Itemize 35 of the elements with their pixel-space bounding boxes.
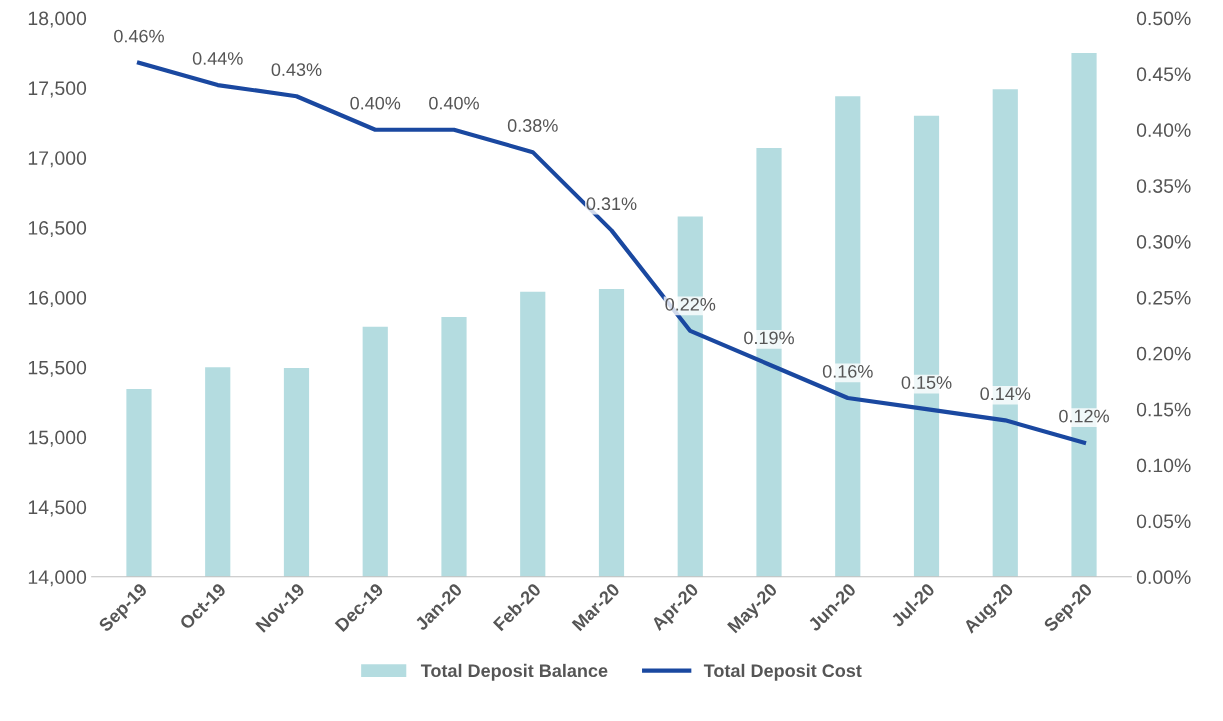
legend-label: Total Deposit Balance: [420, 663, 608, 681]
y2-tick-label: 0.35%: [1136, 179, 1191, 193]
y2-tick-label: 0.20%: [1136, 346, 1191, 361]
data-label: 0.15%: [901, 376, 952, 389]
y2-tick-label: 0.00%: [1136, 570, 1191, 585]
data-label: 0.12%: [1059, 409, 1109, 423]
y-tick-label: 17,500: [28, 81, 87, 98]
data-label: 0.43%: [271, 63, 322, 77]
data-label: 0.16%: [822, 364, 873, 378]
y-tick-label: 16,000: [28, 290, 87, 307]
y2-tick-label: 0.45%: [1136, 67, 1191, 82]
data-label: 0.14%: [980, 387, 1031, 401]
data-label: 0.40%: [350, 96, 401, 110]
y-tick-label: 14,500: [28, 500, 87, 517]
data-label: 0.19%: [744, 331, 794, 345]
y-tick-label: 15,500: [28, 360, 87, 377]
y2-tick-label: 0.30%: [1136, 235, 1191, 249]
data-label: 0.40%: [429, 96, 479, 110]
y-tick-label: 14,000: [28, 570, 87, 587]
y2-tick-label: 0.15%: [1136, 402, 1191, 417]
data-label: 0.38%: [507, 119, 558, 132]
y-tick-label: 18,000: [28, 11, 87, 28]
data-label: 0.46%: [114, 29, 164, 43]
y2-tick-label: 0.40%: [1136, 123, 1191, 138]
y2-tick-label: 0.25%: [1136, 290, 1191, 305]
data-label: 0.31%: [586, 197, 637, 211]
y2-tick-label: 0.10%: [1136, 458, 1191, 473]
y-tick-label: 17,000: [28, 151, 87, 168]
y-tick-label: 15,000: [28, 430, 87, 447]
legend-label: Total Deposit Cost: [703, 663, 862, 681]
data-label: 0.44%: [192, 52, 243, 65]
data-label: 0.22%: [665, 297, 716, 311]
y2-tick-label: 0.50%: [1136, 11, 1191, 26]
y2-tick-label: 0.05%: [1136, 514, 1191, 529]
y-tick-label: 16,500: [28, 221, 87, 238]
